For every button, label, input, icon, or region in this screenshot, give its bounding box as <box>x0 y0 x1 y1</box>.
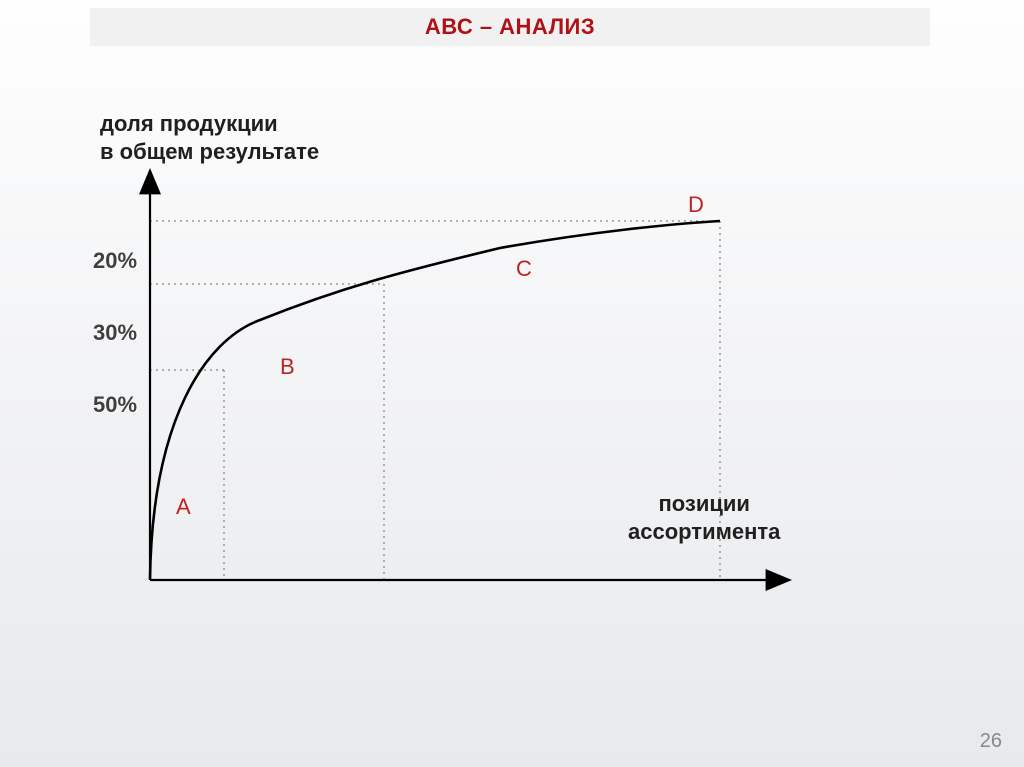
region-label-a: A <box>176 494 191 520</box>
abc-chart: доля продукции в общем результате позици… <box>0 0 1024 767</box>
region-label-d: D <box>688 192 704 218</box>
page-number: 26 <box>980 730 1002 753</box>
y-percent-label: 30% <box>93 320 137 346</box>
y-axis-title-line2: в общем результате <box>100 138 319 166</box>
x-axis-title-line2: ассортимента <box>628 518 780 546</box>
x-axis-title: позиции ассортимента <box>628 490 780 545</box>
y-axis-title-line1: доля продукции <box>100 110 319 138</box>
x-axis-title-line1: позиции <box>628 490 780 518</box>
y-percent-label: 50% <box>93 392 137 418</box>
y-axis-title: доля продукции в общем результате <box>100 110 319 165</box>
y-percent-label: 20% <box>93 248 137 274</box>
region-label-c: C <box>516 256 532 282</box>
region-label-b: B <box>280 354 295 380</box>
